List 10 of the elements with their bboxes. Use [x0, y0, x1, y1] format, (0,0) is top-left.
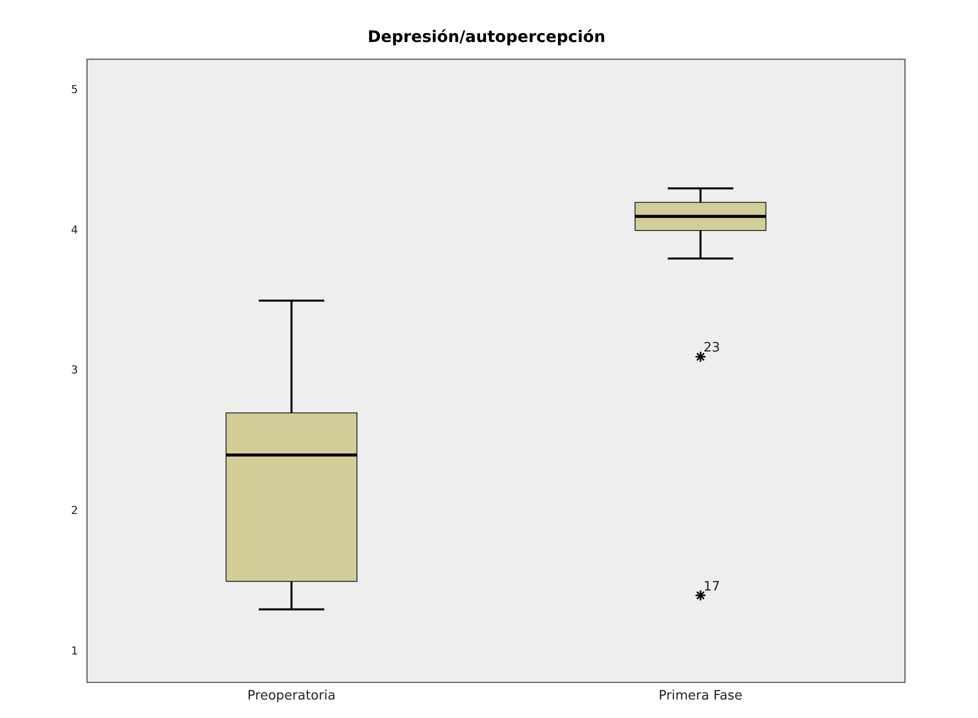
x-tick-label: Preoperatoria — [247, 688, 336, 704]
y-tick-label: 4 — [71, 223, 78, 236]
y-tick-label: 5 — [71, 82, 78, 96]
y-tick-label: 1 — [71, 644, 78, 658]
annotation: 17 — [704, 579, 720, 594]
x-tick-label: Primera Fase — [658, 688, 742, 704]
y-tick-label: 3 — [71, 364, 78, 377]
chart-title: Depresión/autopercepción — [368, 26, 606, 46]
annotation: 23 — [704, 340, 720, 356]
y-tick-label: 2 — [71, 504, 78, 518]
